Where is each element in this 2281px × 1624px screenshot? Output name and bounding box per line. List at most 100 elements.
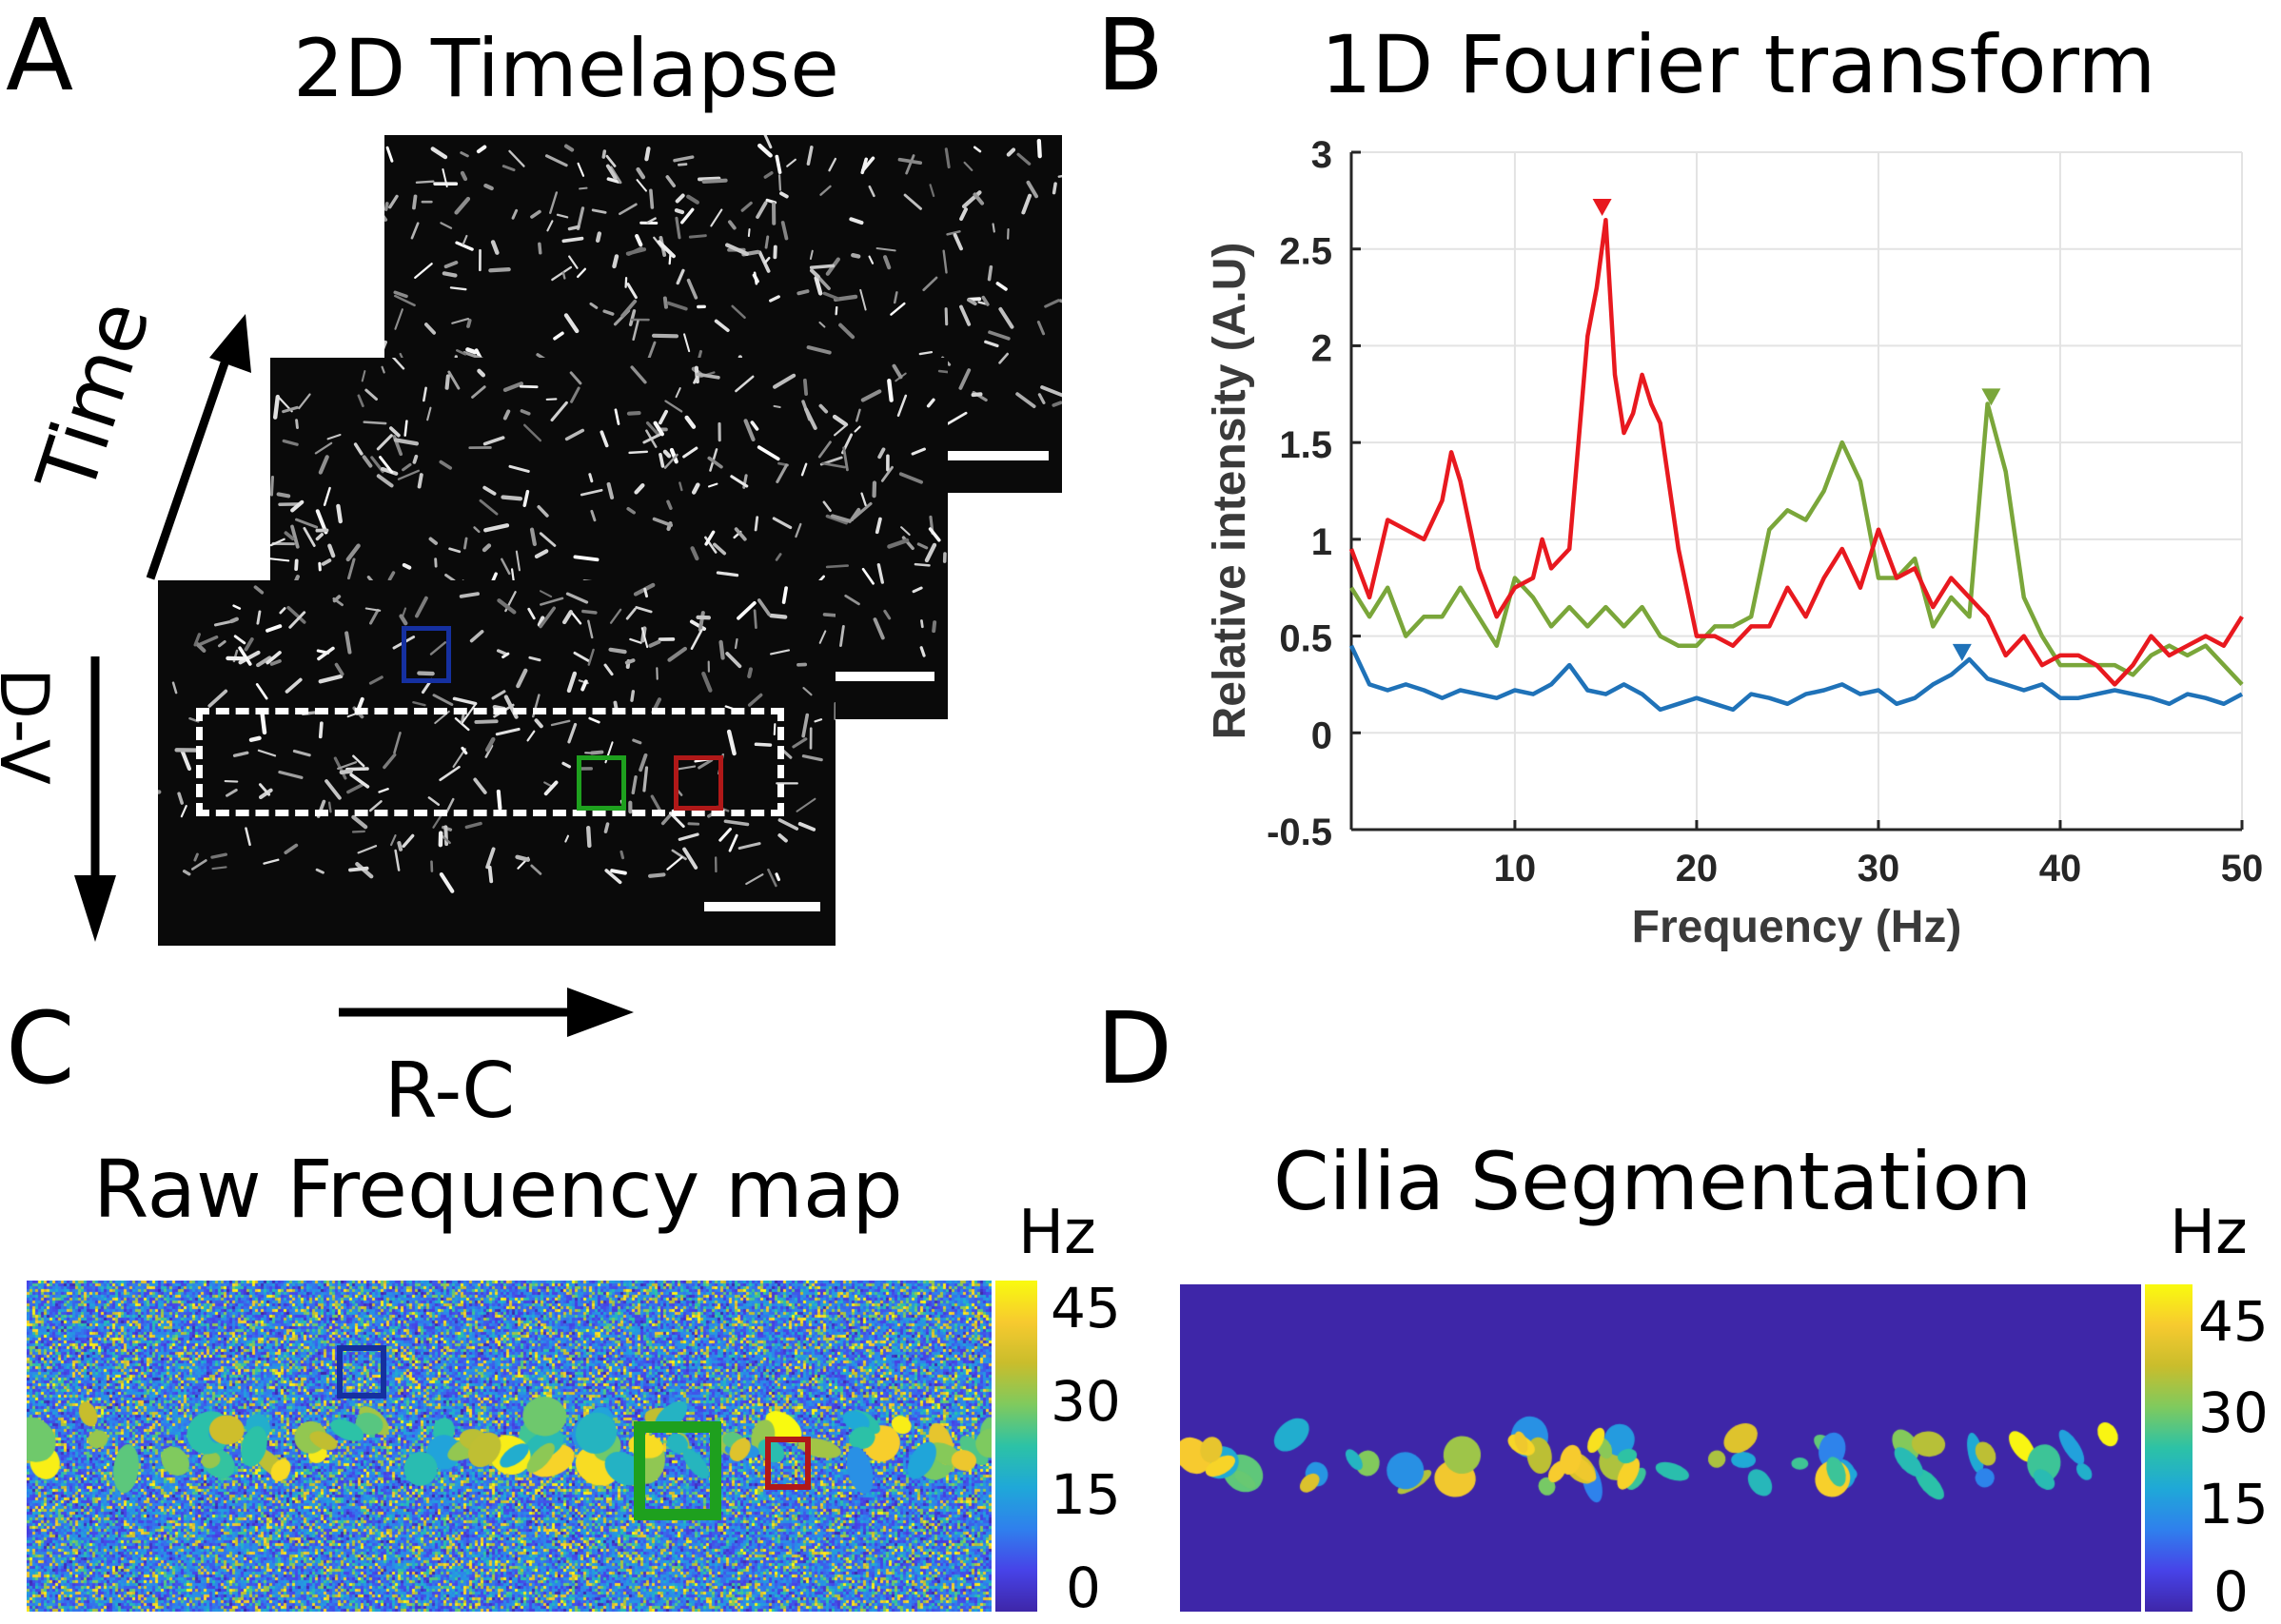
cilium-speck [766,237,768,247]
cilium-speck [329,546,333,556]
cilium-speck [281,609,285,614]
cilium-speck [679,482,681,490]
cilium-speck [645,589,647,596]
cilium-speck [363,371,365,381]
cilium-speck [192,860,206,869]
cilium-speck [689,281,697,298]
cilium-speck [665,401,681,412]
cilium-speck [634,322,639,340]
cilium-speck [915,564,930,565]
cilium-speck [467,349,475,352]
roi-blue-box [402,626,451,683]
cilium-speck [870,257,873,264]
cilium-speck [750,695,761,706]
cilium-speck [895,366,901,378]
cilium-speck [755,611,756,628]
peak-marker [1981,388,2000,405]
cilium-speck [889,540,907,547]
cilium-speck [765,173,772,177]
cilium-speck [297,421,298,428]
cilium-speck [820,406,826,412]
cilium-speck [803,756,821,760]
cilium-speck [441,223,451,227]
cilium-speck [417,598,426,616]
cilium-speck [563,239,581,242]
cilium-speck [690,236,705,237]
cilium-speck [631,311,635,324]
cilium-speck [921,648,924,655]
cilium-speck [899,160,920,163]
cilium-speck [827,566,848,567]
cilium-speck [1042,387,1062,396]
cilium-speck [611,610,620,623]
cilium-speck [212,854,226,857]
cilium-speck [541,591,551,597]
cilium-speck [564,612,571,622]
cilium-speck [481,500,497,514]
cilium-speck [601,432,606,445]
cilium-speck [257,684,266,698]
cilium-speck [806,410,816,428]
cilium-speck [348,546,359,559]
cilium-speck [960,370,969,388]
cilium-speck [414,196,416,207]
cilium-speck [524,425,541,440]
cilium-speck [565,836,568,842]
cilium-speck [605,665,612,674]
cilium-speck [466,824,481,828]
y-tick-label: -0.5 [1267,812,1332,853]
cilium-speck [364,422,385,423]
cilium-speck [651,190,652,207]
cilium-speck [627,609,635,618]
cilium-speck [703,674,710,691]
cilium-speck [665,452,669,456]
cilium-speck [853,255,858,256]
cilium-speck [823,463,845,467]
cilium-speck [692,630,701,648]
cilium-speck [598,233,600,240]
cilium-speck [687,418,694,427]
cilium-speck [399,843,401,850]
panel-c-letter: C [6,999,75,1098]
cilium-speck [898,396,906,416]
raw-map-canvas [27,1281,992,1612]
cilium-speck [1060,301,1062,306]
cilium-speck [655,519,672,526]
cilium-speck [603,151,604,157]
cilium-speck [356,444,362,454]
y-tick-label: 3 [1311,134,1332,176]
cilium-speck [552,267,571,280]
cilium-speck [580,188,586,189]
cilium-speck [475,527,480,531]
cilium-speck [182,751,188,769]
cilium-speck [777,555,780,560]
cilium-speck [571,612,580,623]
cilium-speck [820,186,830,195]
cilium-speck [630,452,647,453]
cilium-speck [431,538,437,542]
cilium-speck [404,565,410,568]
cilium-speck [809,347,830,352]
cilium-speck [835,417,846,424]
cilium-speck [811,251,813,259]
cilium-speck [612,871,625,873]
cilium-speck [629,413,639,414]
cilium-speck [195,854,198,860]
cilium-speck [816,719,822,721]
cilium-speck [1059,174,1062,176]
cilium-speck [1018,154,1030,164]
cilium-speck [572,388,580,401]
cilium-speck [396,440,417,443]
cilium-speck [1023,196,1030,213]
cilium-speck [231,619,237,621]
cilium-speck [803,688,811,695]
roi-blue-box [337,1345,386,1399]
cilium-speck [452,319,468,323]
cilium-speck [775,406,780,407]
cilium-speck [955,235,961,248]
cilium-speck [921,620,922,626]
cilium-speck [462,153,468,156]
cilium-speck [271,478,272,496]
cilium-speck [353,817,365,827]
